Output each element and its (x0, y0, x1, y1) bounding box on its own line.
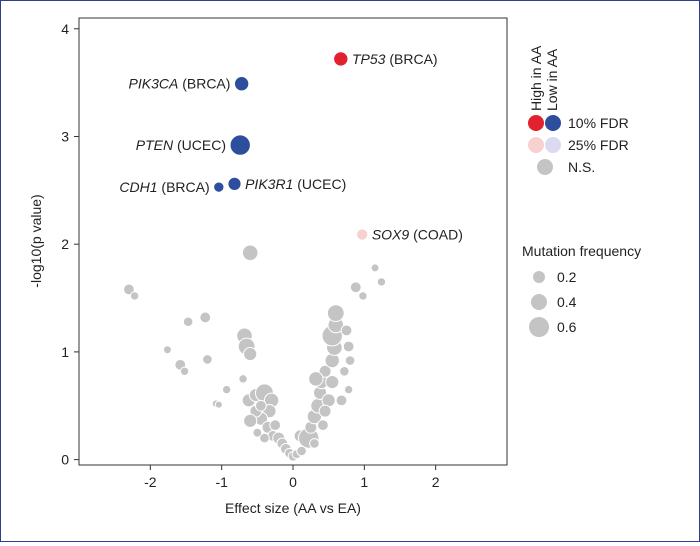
legend-high-25fdr-swatch (528, 137, 544, 153)
gene-point-pik3r1 (227, 176, 242, 191)
gene-point-tp53 (333, 51, 349, 67)
size-legend-label-0.6: 0.6 (557, 319, 577, 335)
x-tick-label: -2 (144, 474, 157, 490)
gene-label-pik3r1: PIK3R1 (UCEC) (245, 176, 346, 192)
x-tick-label: 0 (289, 474, 297, 490)
y-tick-label: 2 (61, 236, 69, 252)
y-tick-label: 0 (61, 452, 69, 468)
ns-point (342, 340, 355, 353)
ns-point (317, 419, 329, 432)
ns-point (349, 281, 362, 294)
x-axis-label: Effect size (AA vs EA) (225, 500, 361, 516)
ns-point (199, 311, 212, 324)
ns-point (123, 283, 135, 296)
ns-point (308, 371, 324, 387)
ns-point (309, 438, 320, 449)
gene-point-cdh1 (213, 181, 225, 193)
x-tick-label: 2 (432, 474, 440, 490)
gene-name: CDH1 (119, 179, 157, 195)
legend-label-10fdr: 10% FDR (568, 115, 629, 131)
legend-ns-swatch (537, 159, 553, 175)
ns-point (339, 365, 350, 377)
ns-point (182, 316, 194, 328)
size-legend-circle-0.6 (529, 317, 549, 337)
gene-cancer-type: (UCEC) (293, 176, 346, 192)
gene-label-cdh1: CDH1 (BRCA) (119, 179, 209, 195)
gene-name: PTEN (136, 137, 174, 153)
ns-point (243, 413, 258, 428)
ns-point (325, 374, 340, 390)
gene-cancer-type: (BRCA) (178, 76, 230, 92)
legend-header-low: Low in AA (544, 48, 560, 111)
ns-point (179, 366, 190, 376)
ns-point (296, 445, 307, 457)
ns-point (221, 384, 232, 395)
y-tick-label: 4 (61, 21, 69, 37)
gene-point-pik3ca (233, 76, 250, 92)
size-legend-circle-0.4 (531, 294, 547, 310)
ns-point (202, 354, 213, 365)
gene-point-pten (229, 134, 251, 156)
legend-low-10fdr-swatch (545, 115, 561, 131)
ns-point (259, 432, 270, 444)
size-legend-circle-0.2 (533, 271, 545, 283)
ns-point (343, 384, 354, 395)
ns-point (269, 419, 282, 432)
data-points (123, 51, 387, 462)
point-labels: TP53 (BRCA)PIK3CA (BRCA)PTEN (UCEC)PIK3R… (119, 51, 462, 243)
ns-point (318, 404, 332, 418)
gene-label-pik3ca: PIK3CA (BRCA) (129, 76, 231, 92)
gene-cancer-type: (COAD) (409, 226, 463, 242)
size-legend-label-0.4: 0.4 (557, 294, 577, 310)
ns-point (238, 374, 248, 384)
ns-point (214, 400, 223, 409)
ns-point (252, 427, 263, 438)
legend-header-high: High in AA (528, 45, 544, 111)
gene-name: SOX9 (372, 226, 410, 242)
gene-name: PIK3R1 (245, 176, 293, 192)
ns-point (162, 345, 172, 355)
ns-point (318, 364, 332, 378)
ns-point (335, 394, 348, 407)
gene-name: PIK3CA (129, 76, 179, 92)
ns-point (241, 244, 259, 262)
ns-point (344, 355, 356, 366)
gene-name: TP53 (352, 51, 386, 67)
y-tick-label: 3 (61, 128, 69, 144)
legend-label-25fdr: 25% FDR (568, 137, 629, 153)
gene-cancer-type: (UCEC) (173, 137, 226, 153)
x-axis-ticks: -2 -1 0 1 2 (144, 465, 440, 490)
gene-label-tp53: TP53 (BRCA) (352, 51, 438, 67)
ns-point (129, 291, 140, 301)
ns-point (326, 304, 345, 323)
gene-cancer-type: (BRCA) (385, 51, 437, 67)
y-axis-label: -log10(p value) (28, 194, 44, 287)
legend-label-ns: N.S. (568, 159, 595, 175)
ns-point (376, 277, 387, 287)
gene-point-sox9 (356, 228, 369, 241)
y-axis-ticks: 0 1 2 3 4 (61, 21, 79, 468)
legend-low-25fdr-swatch (545, 137, 561, 153)
y-tick-label: 1 (61, 344, 69, 360)
size-legend-title: Mutation frequency (522, 243, 641, 259)
legend-high-10fdr-swatch (528, 115, 544, 131)
plot-area (78, 17, 508, 466)
size-legend-label-0.2: 0.2 (557, 269, 577, 285)
ns-point (255, 399, 267, 412)
ns-point (340, 324, 353, 337)
gene-label-pten: PTEN (UCEC) (136, 137, 226, 153)
size-legend: Mutation frequency 0.2 0.4 0.6 (522, 243, 641, 337)
x-tick-label: -1 (215, 474, 228, 490)
ns-point (243, 346, 258, 362)
ns-point (370, 263, 380, 273)
gene-cancer-type: (BRCA) (158, 179, 210, 195)
color-legend: High in AA Low in AA 10% FDR 25% FDR N.S… (528, 45, 629, 175)
ns-point (358, 291, 368, 301)
gene-label-sox9: SOX9 (COAD) (372, 226, 463, 242)
x-tick-label: 1 (360, 474, 368, 490)
